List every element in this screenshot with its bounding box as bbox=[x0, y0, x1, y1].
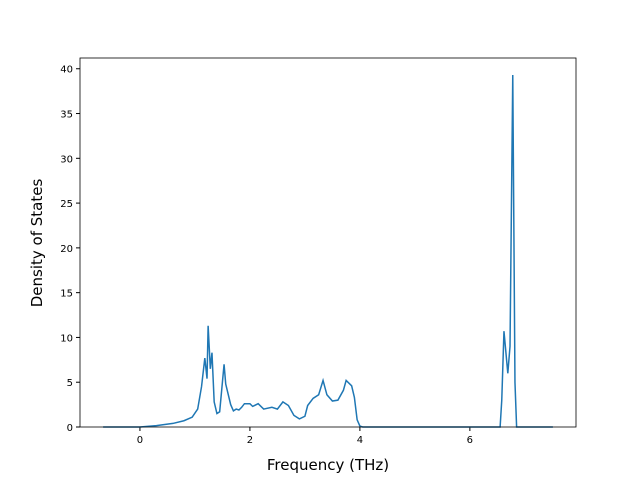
x-tick-label: 2 bbox=[247, 435, 253, 446]
x-tick-label: 0 bbox=[137, 435, 143, 446]
y-tick-label: 15 bbox=[60, 289, 73, 300]
y-axis-label: Density of States bbox=[28, 179, 46, 308]
y-tick-label: 0 bbox=[67, 423, 73, 434]
y-tick-label: 40 bbox=[60, 65, 73, 76]
y-tick-label: 10 bbox=[60, 333, 73, 344]
y-tick-label: 30 bbox=[60, 154, 73, 165]
y-tick-label: 20 bbox=[60, 244, 73, 255]
y-tick-label: 25 bbox=[60, 199, 73, 210]
line bbox=[103, 75, 553, 428]
x-tick-label: 4 bbox=[357, 435, 363, 446]
x-axis-label: Frequency (THz) bbox=[267, 456, 389, 474]
y-tick-label: 5 bbox=[67, 378, 73, 389]
y-tick-label: 35 bbox=[60, 110, 73, 121]
x-tick-label: 6 bbox=[467, 435, 473, 446]
plot-frame bbox=[79, 57, 577, 428]
